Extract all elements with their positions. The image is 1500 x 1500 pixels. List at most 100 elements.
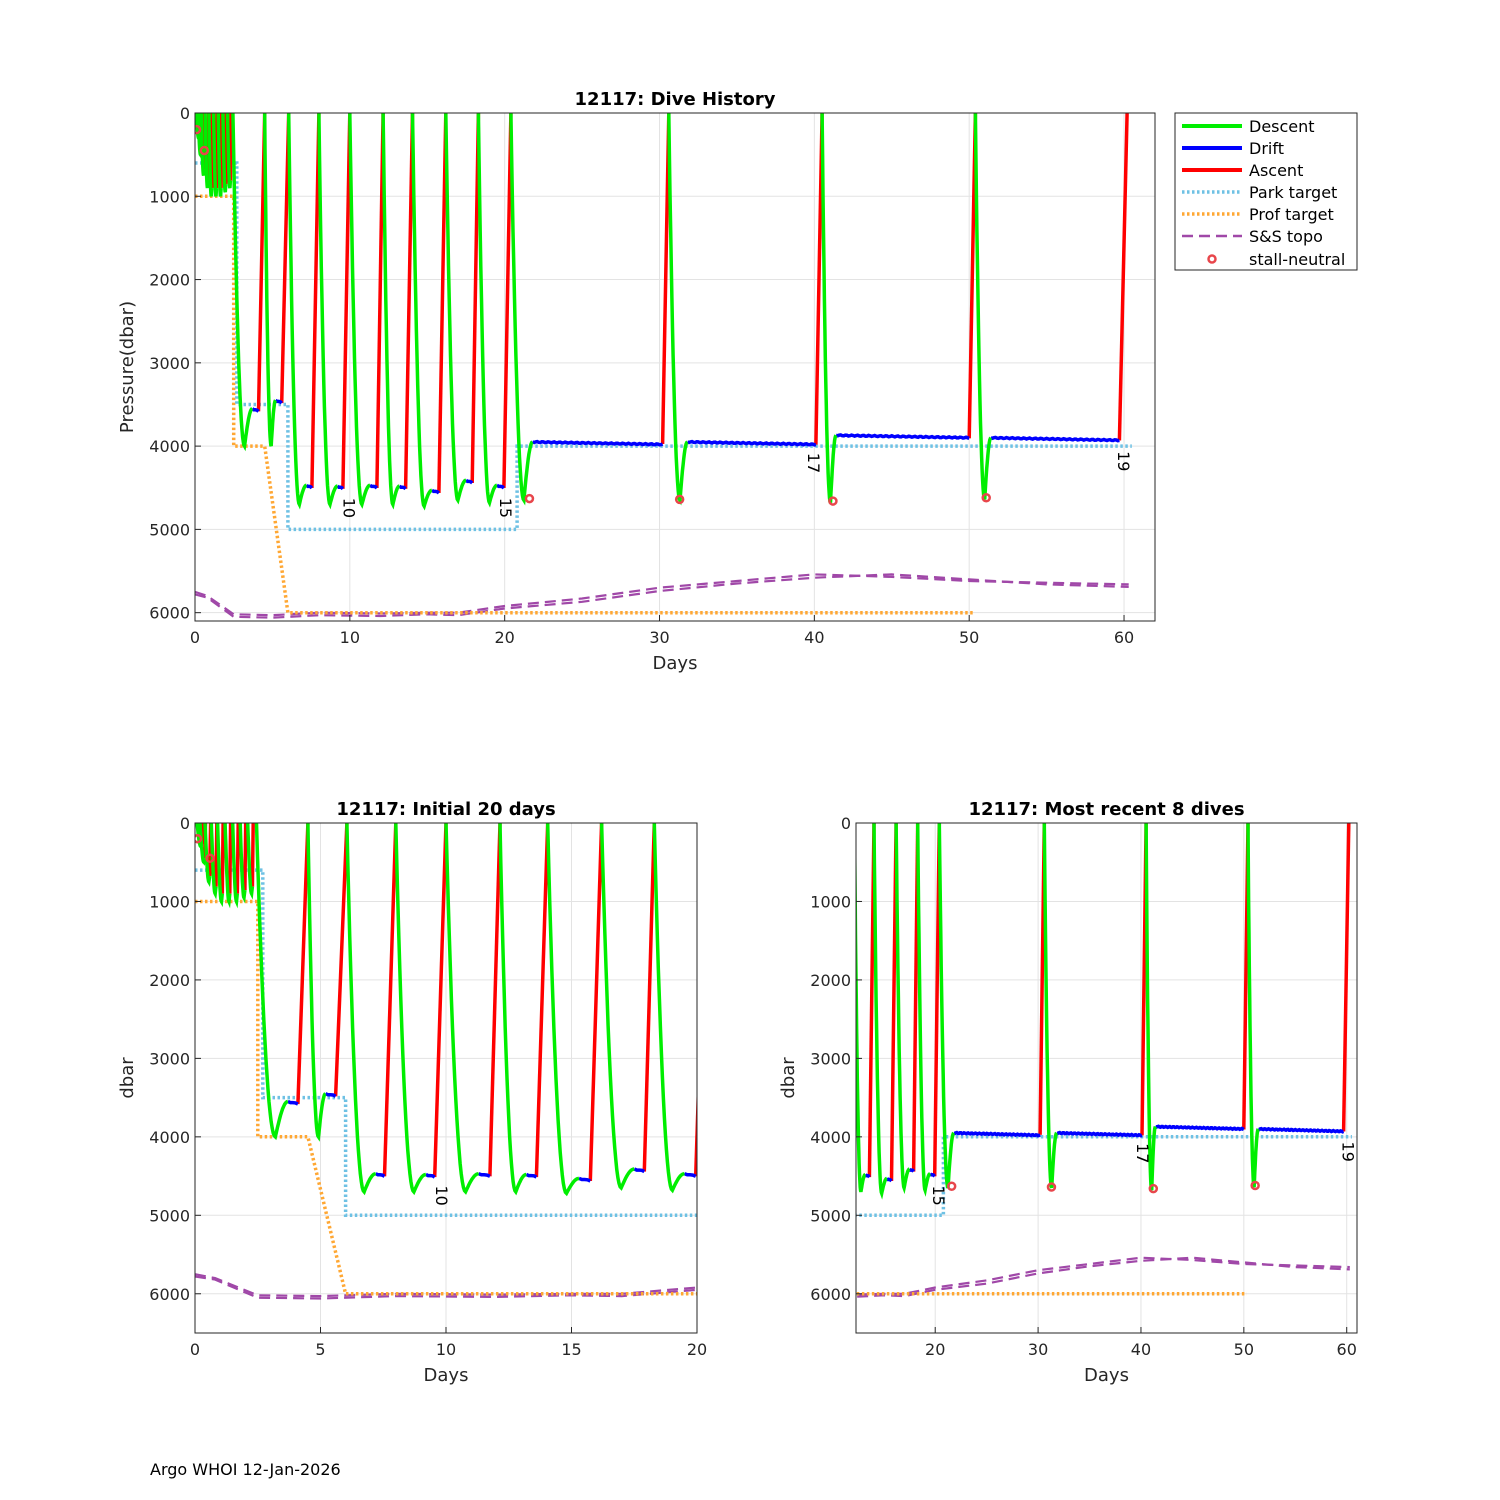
- drift-segment: [928, 1172, 936, 1178]
- x-tick-label: 20: [687, 1340, 707, 1359]
- descent-segment: [734, 823, 736, 882]
- drift-segment: [804, 1174, 808, 1177]
- x-tick-label: 60: [1337, 1340, 1357, 1359]
- topo-line-a: [856, 1256, 1350, 1296]
- footer-credit: Argo WHOI 12-Jan-2026: [150, 1460, 341, 1479]
- drift-segment: [398, 484, 407, 491]
- dive-label-10: 10: [340, 498, 359, 518]
- y-tick-label: 1000: [149, 892, 190, 911]
- y-tick-label: 5000: [149, 520, 190, 539]
- descent-segment: [509, 113, 534, 506]
- ascent-segment: [1202, 823, 1212, 1135]
- y-tick-label: 0: [180, 104, 190, 123]
- drift-segment: [525, 1172, 538, 1179]
- y-tick-label: 0: [841, 814, 851, 833]
- stall-neutral-point: [524, 493, 535, 504]
- descent-segment: [394, 823, 427, 1196]
- x-tick-label: 40: [1131, 1340, 1151, 1359]
- drift-segment: [908, 1167, 915, 1173]
- descent-segment: [748, 823, 750, 898]
- y-tick-label: 6000: [149, 1285, 190, 1304]
- legend-descent-label: Descent: [1249, 117, 1315, 136]
- x-tick-label: 20: [925, 1340, 945, 1359]
- descent-segment: [1144, 823, 1157, 1191]
- drift-segment: [990, 435, 1120, 443]
- drift-segment: [885, 1177, 893, 1183]
- drift-segment: [425, 1172, 436, 1179]
- drift-segment: [686, 439, 817, 447]
- descent-segment: [211, 113, 219, 197]
- dive-label-17: 17: [1133, 1143, 1152, 1163]
- descent-segment: [792, 823, 804, 1192]
- drift-segment: [846, 1174, 851, 1177]
- stall-neutral-point: [205, 853, 215, 864]
- descent-segment: [937, 823, 956, 1189]
- ascent-segment: [220, 823, 225, 894]
- recent-8-dives-chart: 20 30 40 50 60 0 1000 2000 3000 4000 5000 6000 15 1…: [732, 799, 1358, 1386]
- y-axis-label: dbar: [117, 1057, 138, 1099]
- y-tick-label: 2000: [149, 271, 190, 290]
- y-axis-label: dbar: [778, 1057, 799, 1099]
- drift-segment: [1154, 1124, 1245, 1132]
- ascent-segment: [588, 823, 604, 1182]
- ascent-segment: [807, 823, 812, 1176]
- descent-segment: [599, 823, 635, 1191]
- descent-segment: [1246, 823, 1260, 1188]
- stall-neutral-point: [946, 1181, 957, 1192]
- descent-segment: [915, 823, 931, 1197]
- drift-segment: [336, 484, 345, 491]
- descent-segment: [545, 823, 580, 1197]
- descent-segment: [973, 113, 993, 501]
- y-tick-label: 4000: [810, 1128, 851, 1147]
- ascent-segment: [382, 823, 398, 1177]
- descent-segment: [230, 823, 240, 909]
- drift-segment: [531, 439, 664, 447]
- descent-segment: [444, 823, 479, 1195]
- ascent-segment: [772, 823, 776, 1104]
- descent-segment: [345, 823, 377, 1196]
- descent-segment: [317, 113, 338, 510]
- descent-segment: [736, 823, 738, 894]
- ascent-segment: [341, 113, 352, 489]
- y-tick-label: 4000: [149, 437, 190, 456]
- descent-segment: [196, 113, 203, 160]
- drift-segment: [633, 1167, 646, 1174]
- descent-segment: [476, 113, 498, 508]
- legend-box: [1174, 112, 1358, 271]
- x-tick-label: 50: [959, 628, 979, 647]
- y-tick-label: 3000: [149, 1049, 190, 1068]
- stall-neutral-point: [1474, 1182, 1481, 1189]
- descent-segment: [732, 823, 734, 862]
- drift-segment: [374, 1172, 386, 1178]
- y-tick-label: 1000: [810, 892, 851, 911]
- y-tick-label: 3000: [149, 354, 190, 373]
- descent-segment: [742, 823, 744, 902]
- x-tick-label: 10: [436, 1340, 456, 1359]
- descent-segment: [381, 113, 401, 510]
- legend: Descent Drift Ascent Park target Prof ta…: [1174, 112, 1358, 271]
- drift-segment: [324, 1092, 337, 1098]
- legend-stall-label: stall-neutral: [1249, 250, 1345, 269]
- descent-segment: [245, 823, 255, 900]
- y-tick-label: 1000: [149, 187, 190, 206]
- drift-segment: [287, 1099, 299, 1106]
- chart-title: 12117: Dive History: [575, 89, 776, 110]
- ascent-segment: [1450, 823, 1460, 1130]
- stall-neutral-point: [1226, 1185, 1233, 1192]
- x-tick-label: 20: [494, 628, 514, 647]
- dive-label-15: 15: [929, 1185, 948, 1205]
- stall-neutral-point: [1046, 1182, 1057, 1192]
- descent-segment: [231, 113, 254, 452]
- dive-label-19: 19: [1339, 1142, 1358, 1162]
- ascent-segment: [502, 113, 513, 489]
- ascent-segment: [1341, 823, 1351, 1132]
- drift-segment: [683, 1172, 697, 1178]
- ascent-segment: [660, 113, 671, 445]
- stall-neutral-point: [1250, 1180, 1260, 1191]
- descent-segment: [238, 823, 247, 904]
- descent-segment: [209, 823, 218, 900]
- x-tick-label: 60: [1114, 628, 1134, 647]
- drift-segment: [251, 407, 260, 413]
- topo-line-b: [856, 1256, 1350, 1298]
- y-tick-label: 5000: [149, 1206, 190, 1225]
